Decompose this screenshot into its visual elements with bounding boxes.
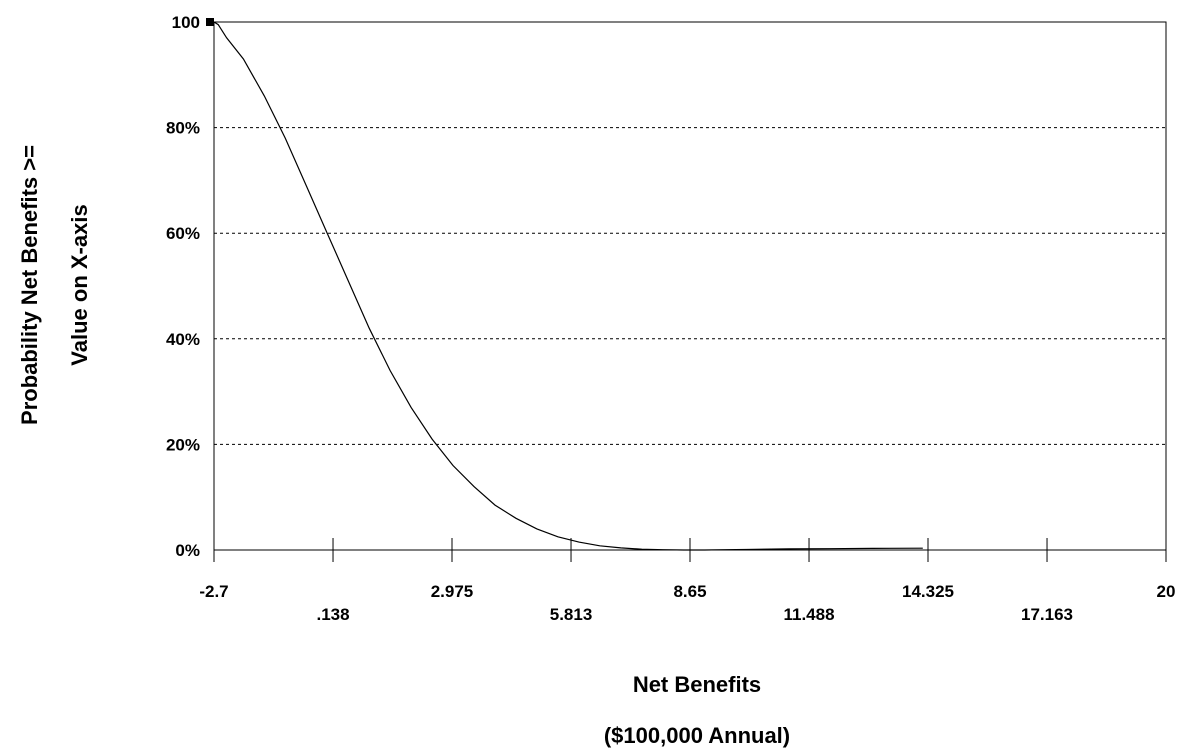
x-tick-label: 17.163 [1021, 605, 1073, 624]
y-tick-label: 20% [166, 435, 200, 454]
x-axis: -2.7 2.975 8.65 14.325 20 .138 5.813 11.488 17.1… [199, 538, 1175, 624]
y-tick-label: 60% [166, 224, 200, 243]
x-tick-label: 11.488 [783, 605, 834, 624]
x-tick-label: 2.975 [431, 582, 474, 601]
x-tick-label: 20 [1157, 582, 1176, 601]
x-tick-label: 8.65 [673, 582, 706, 601]
y-tick-label: 40% [166, 330, 200, 349]
series-line [213, 21, 923, 551]
gridlines [214, 21, 1166, 445]
x-tick-label: 5.813 [550, 605, 593, 624]
y-tick-label: 100 [172, 13, 200, 32]
x-axis-title-line2: ($100,000 Annual) [604, 723, 790, 748]
y-tick-label: 0% [175, 541, 200, 560]
x-tick-label: 14.325 [902, 582, 954, 601]
y-axis-title-line1: Probability Net Benefits >= [17, 145, 42, 425]
y-axis-title-line2: Value on X-axis [67, 204, 92, 365]
x-axis-title-line1: Net Benefits [633, 672, 761, 697]
y-axis: 0% 20% 40% 60% 80% 100 [166, 13, 200, 560]
y-tick-label: 80% [166, 119, 200, 138]
start-marker [206, 18, 214, 26]
plot-frame [213, 21, 1167, 551]
x-tick-label: -2.7 [199, 582, 228, 601]
x-tick-label: .138 [316, 605, 349, 624]
